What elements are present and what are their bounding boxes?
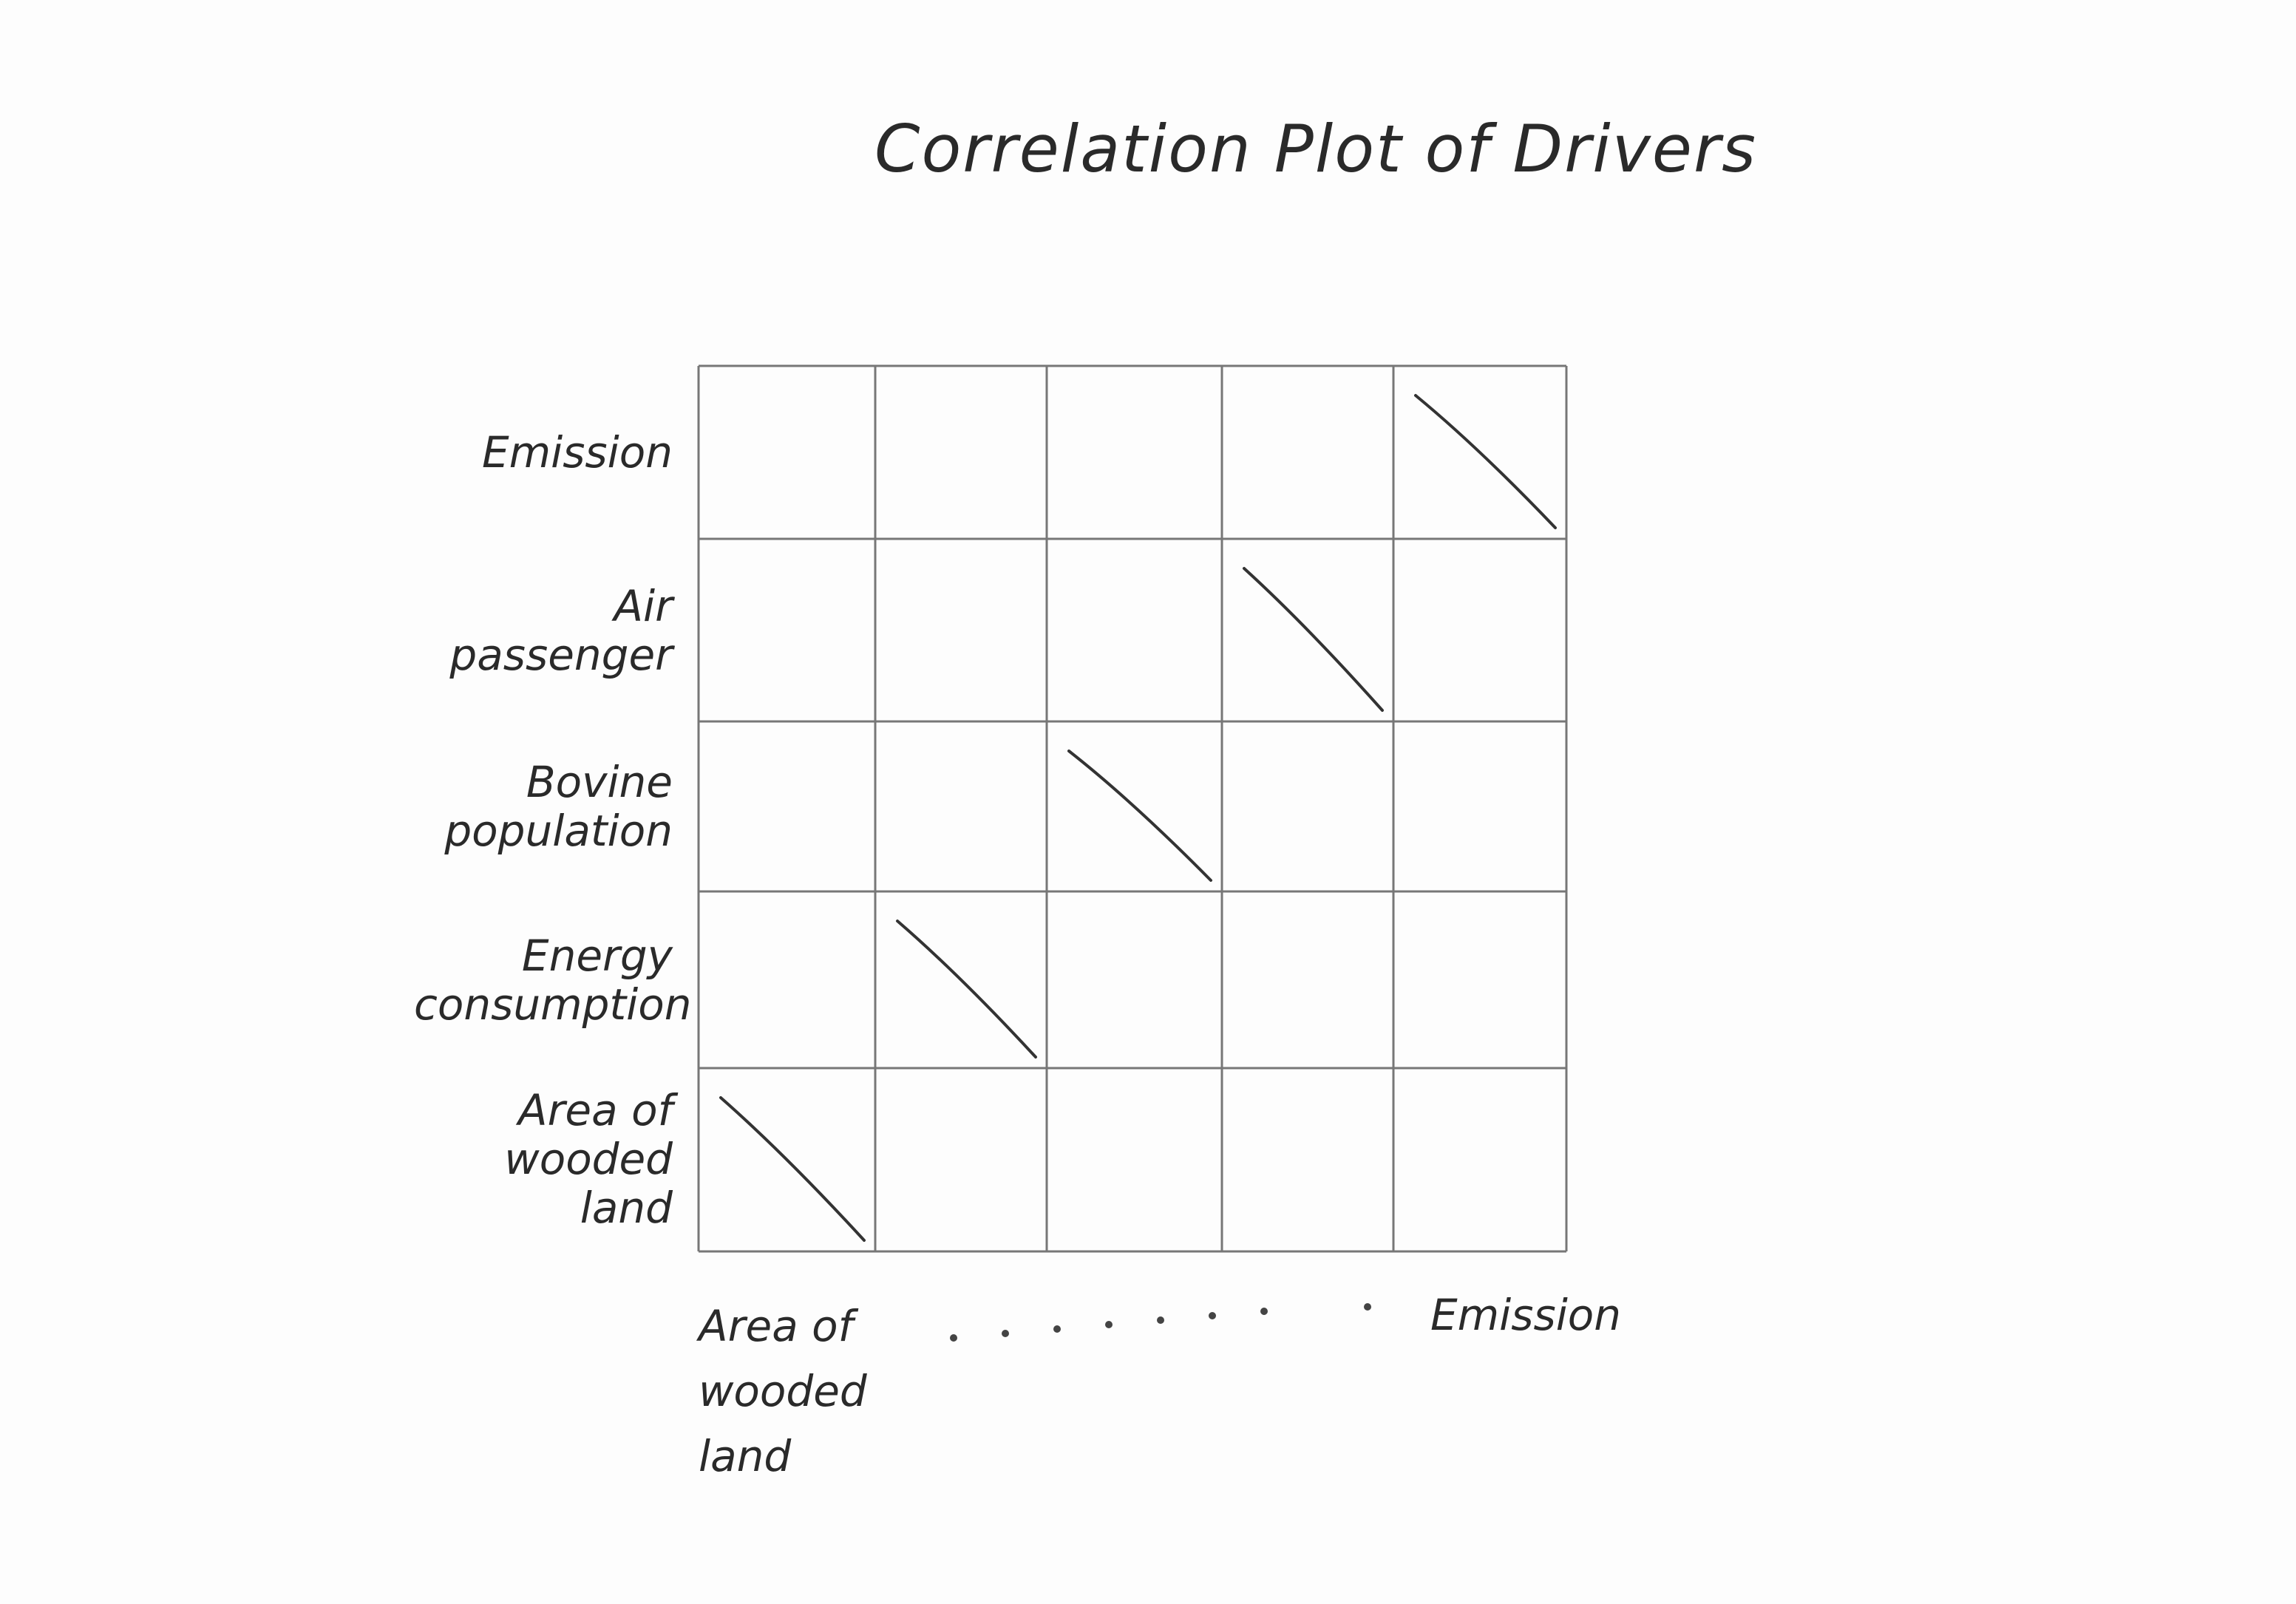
ellipsis-dot — [1105, 1321, 1113, 1328]
row-label: Air passenger — [449, 580, 673, 680]
column-label: Area of wooded land — [699, 1301, 867, 1481]
row-label: Energy consumption — [414, 930, 692, 1030]
row-label: Emission — [481, 427, 673, 478]
ellipsis-dot — [1209, 1312, 1216, 1319]
diagonal-stroke — [1414, 394, 1557, 529]
ellipsis-dot — [1053, 1325, 1061, 1333]
ellipsis-dot — [1002, 1330, 1009, 1337]
ellipsis-dot — [1260, 1308, 1268, 1315]
diagonal-stroke — [1067, 750, 1212, 882]
ellipsis-dot — [1364, 1303, 1371, 1311]
diagonal-stroke — [719, 1096, 866, 1242]
title: Correlation Plot of Drivers — [874, 111, 1757, 187]
column-label: Emission — [1430, 1290, 1622, 1340]
row-label: Area of wooded land — [504, 1085, 673, 1233]
diagonal-stroke — [896, 920, 1037, 1058]
row-label: Bovine population — [444, 757, 673, 856]
ellipsis-dot — [1157, 1316, 1164, 1324]
diagonal-stroke — [1243, 567, 1384, 712]
ellipsis-dot — [950, 1334, 957, 1342]
